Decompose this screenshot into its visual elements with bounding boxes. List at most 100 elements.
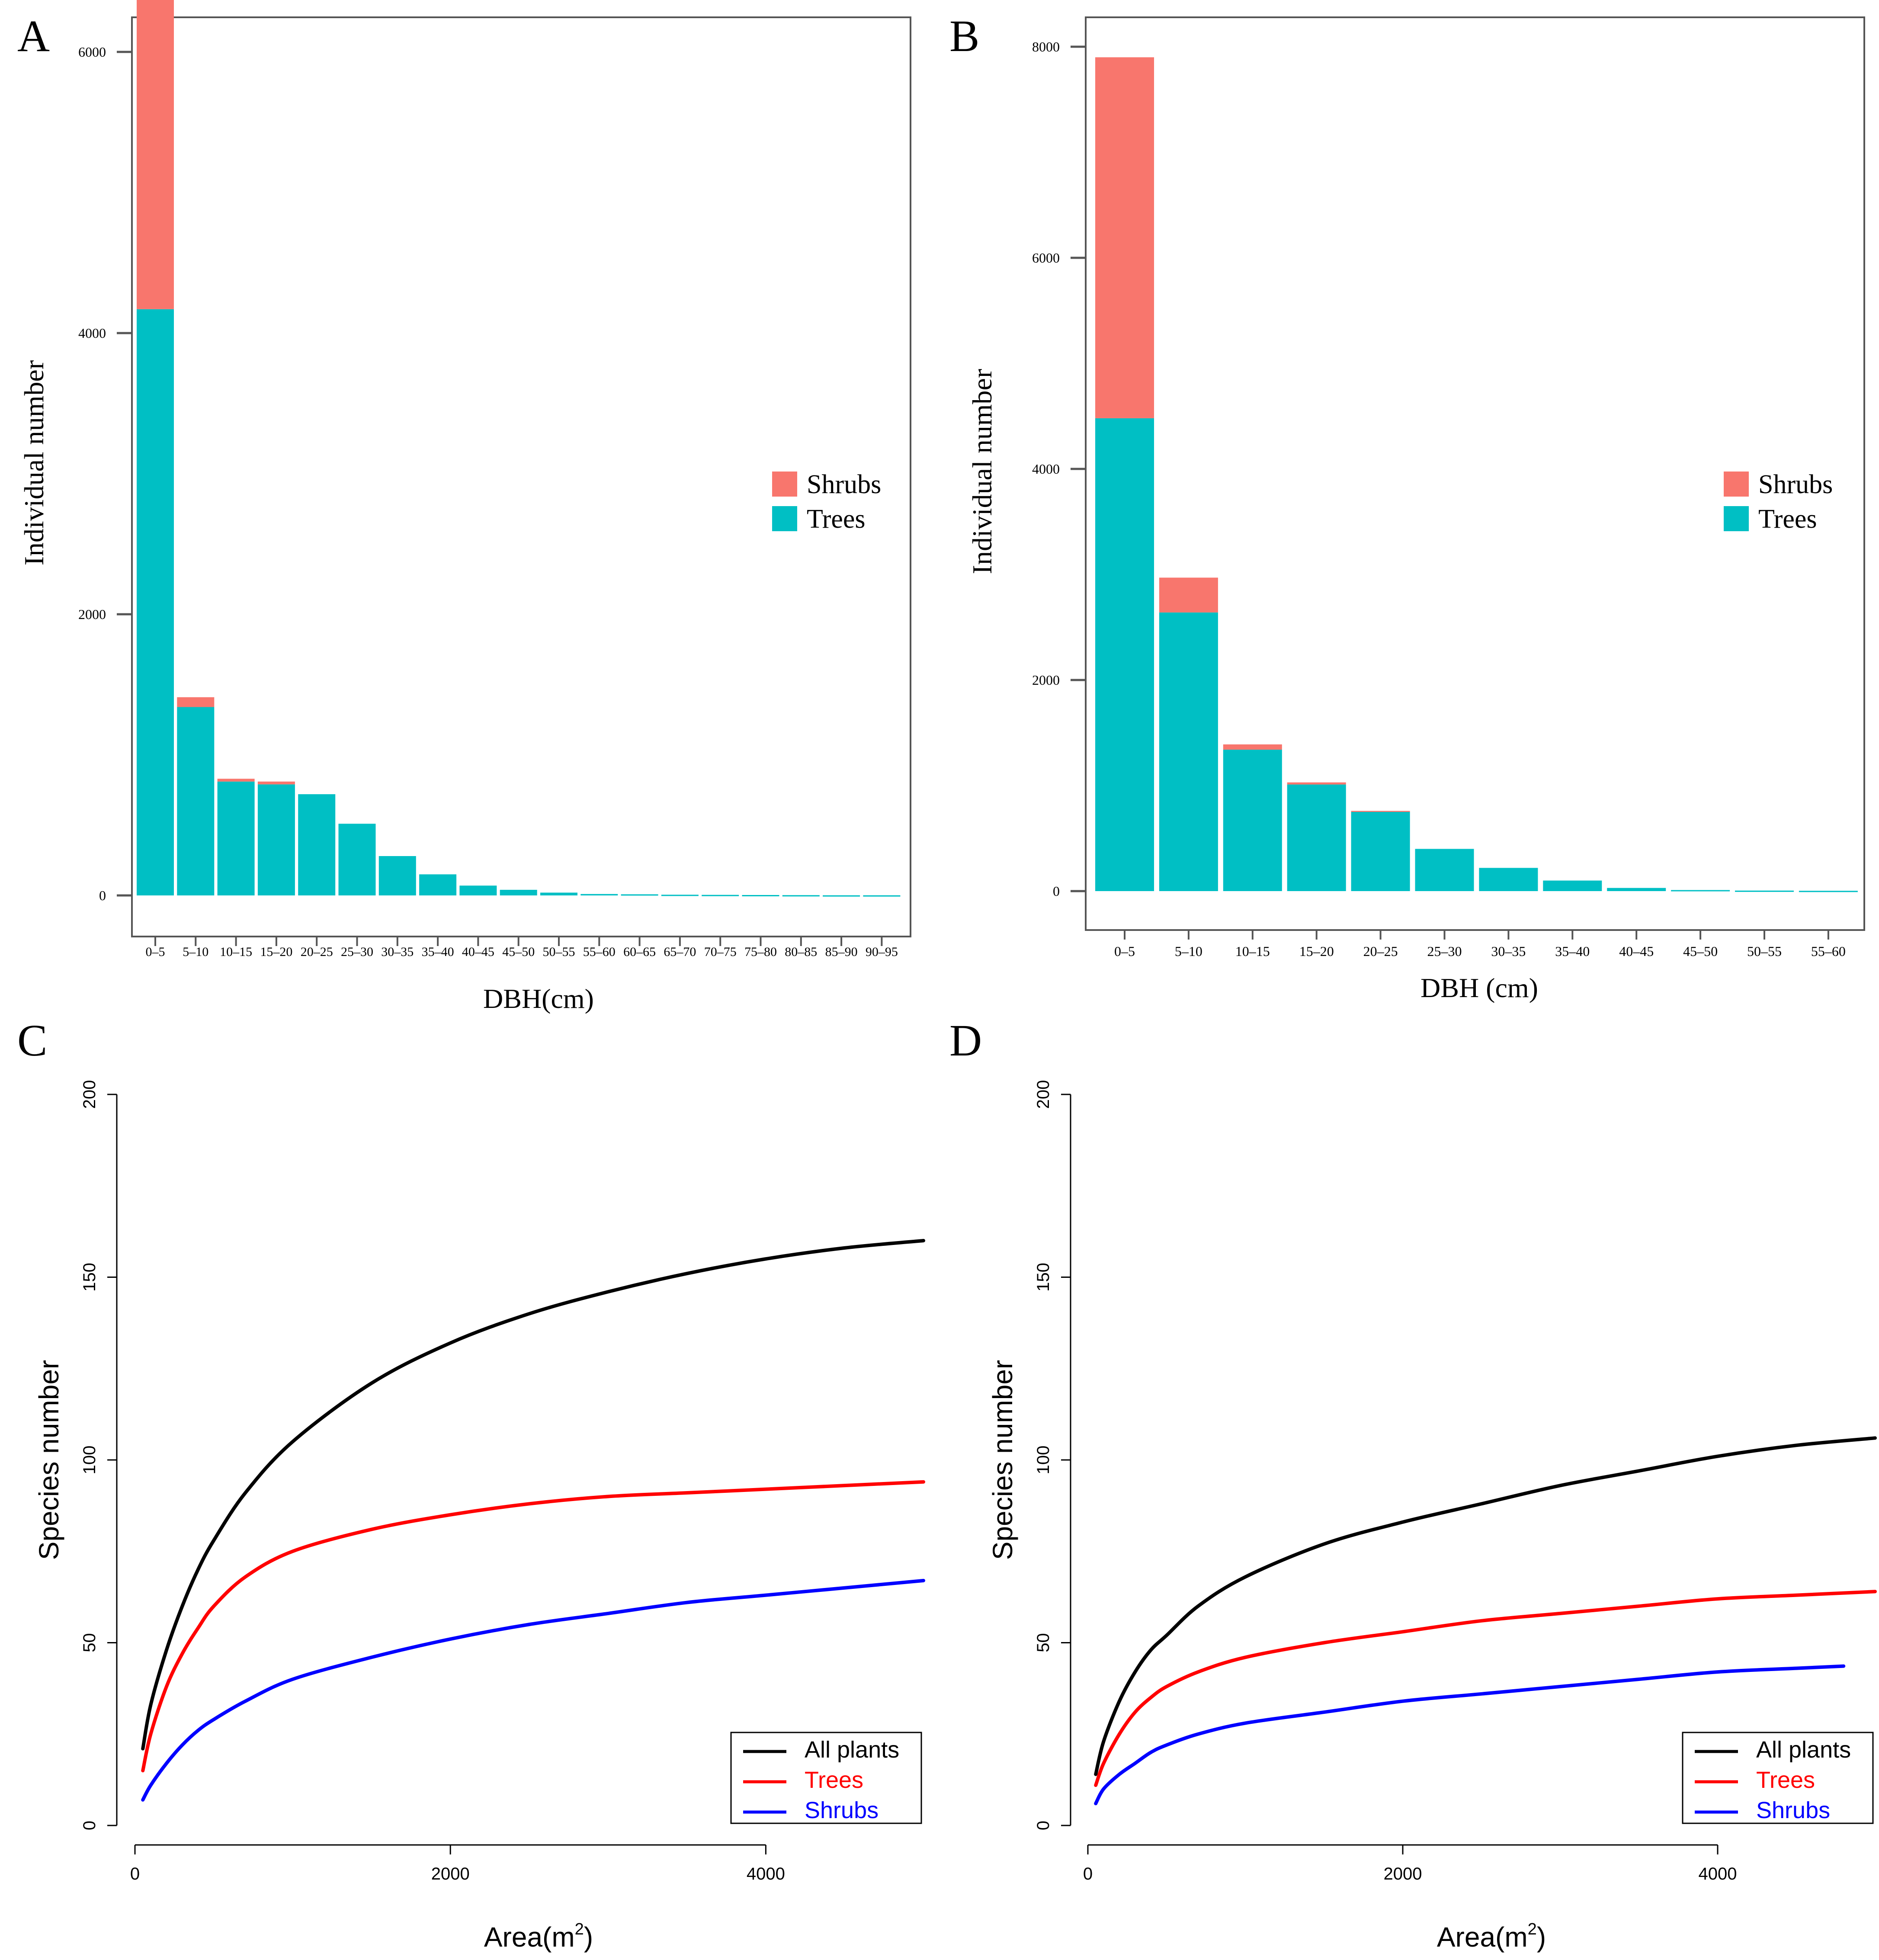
bar-trees xyxy=(500,890,537,895)
y-axis-label: Species number xyxy=(33,1360,64,1560)
bar-chart-a: 0 2000 4000 6000 0–5 5–10 10–15 15–20 20–25 25–30… xyxy=(19,0,911,1014)
y-tick-label: 100 xyxy=(1034,1446,1053,1475)
x-axis-label: DBH (cm) xyxy=(1420,972,1538,1003)
y-tick-label: 4000 xyxy=(78,325,106,341)
bar-trees xyxy=(419,874,457,895)
plot-frame xyxy=(131,16,911,937)
x-axis-label-superscript: 2 xyxy=(1528,1920,1537,1938)
y-tick-label: 200 xyxy=(1034,1080,1053,1109)
x-tick-label: 60–65 xyxy=(623,945,656,959)
panel-label-d: D xyxy=(949,1016,982,1065)
x-tick-label: 10–15 xyxy=(1235,943,1270,959)
legend-label-trees: Trees xyxy=(1756,1767,1815,1793)
y-tick-label: 0 xyxy=(99,888,106,903)
bar-trees xyxy=(459,885,497,895)
legend-swatch-shrubs xyxy=(772,472,797,497)
bar-trees xyxy=(298,794,336,895)
legend: All plants Trees Shrubs xyxy=(1682,1732,1874,1824)
bar-trees xyxy=(1351,812,1410,891)
bar-trees xyxy=(1671,890,1730,892)
x-tick-label: 25–30 xyxy=(341,945,373,959)
x-axis-label-close: ) xyxy=(1537,1922,1546,1953)
x-tick-label: 20–25 xyxy=(301,945,333,959)
bar-shrubs xyxy=(1095,57,1154,418)
y-tick-label: 6000 xyxy=(1032,250,1060,266)
x-tick-label: 4000 xyxy=(1699,1864,1737,1883)
legend: Shrubs Trees xyxy=(772,470,881,534)
legend-label-trees: Trees xyxy=(805,1767,863,1793)
panel-label-b: B xyxy=(949,11,979,61)
plot-frame xyxy=(1085,16,1865,931)
x-tick-label: 0 xyxy=(130,1864,140,1883)
x-tick-label: 30–35 xyxy=(1491,943,1526,959)
x-axis-label-close: ) xyxy=(584,1922,593,1953)
bar-trees xyxy=(661,895,699,896)
legend: All plants Trees Shrubs xyxy=(730,1732,922,1824)
legend-swatch-trees xyxy=(1724,506,1749,531)
bar-trees xyxy=(782,895,820,897)
bar-trees xyxy=(1159,612,1218,891)
bar-trees xyxy=(1479,868,1538,891)
y-axis-label: Individual number xyxy=(967,369,997,574)
series-line-all-plants xyxy=(141,1239,925,1751)
legend-label-trees: Trees xyxy=(1758,504,1817,534)
bar-trees xyxy=(1095,418,1154,891)
legend-swatch-shrubs xyxy=(1724,472,1749,497)
x-tick-label: 35–40 xyxy=(422,945,454,959)
x-tick-label: 75–80 xyxy=(744,945,777,959)
x-axis-label: Area(m2) xyxy=(484,1920,593,1953)
bar-trees xyxy=(378,856,416,895)
x-tick-label: 20–25 xyxy=(1363,943,1398,959)
bar-trees xyxy=(1799,891,1858,892)
x-tick-label: 15–20 xyxy=(1299,943,1334,959)
bar-shrubs xyxy=(177,697,215,707)
x-axis-label-text: Area(m xyxy=(1437,1922,1528,1953)
legend-label-shrubs: Shrubs xyxy=(1756,1797,1830,1823)
panel-label-a: A xyxy=(17,11,50,61)
legend-label-all-plants: All plants xyxy=(1756,1737,1851,1763)
series-line-trees xyxy=(141,1480,925,1773)
x-tick-label: 40–45 xyxy=(1619,943,1654,959)
bar-trees xyxy=(1287,784,1346,891)
legend-box xyxy=(1682,1732,1874,1824)
bar-trees xyxy=(257,784,295,895)
x-tick-label: 55–60 xyxy=(1811,943,1846,959)
bar-shrubs xyxy=(1287,782,1346,785)
bar-trees xyxy=(580,894,618,895)
x-tick-label: 4000 xyxy=(747,1864,785,1883)
y-tick-label: 4000 xyxy=(1032,461,1060,477)
bar-trees xyxy=(823,895,860,897)
legend-swatch-trees xyxy=(772,506,797,531)
y-tick-label: 100 xyxy=(80,1446,99,1475)
y-tick-label: 50 xyxy=(1034,1633,1053,1652)
bar-trees xyxy=(621,894,658,896)
y-tick-label: 150 xyxy=(80,1263,99,1292)
bar-trees xyxy=(217,781,255,895)
x-tick-label: 15–20 xyxy=(260,945,292,959)
y-tick-label: 200 xyxy=(80,1080,99,1109)
bar-shrubs xyxy=(137,0,174,309)
bar-trees xyxy=(1735,890,1794,892)
bar-trees xyxy=(177,707,215,895)
bar-trees xyxy=(338,824,376,895)
x-axis-label-superscript: 2 xyxy=(575,1920,584,1938)
legend-label-shrubs: Shrubs xyxy=(1758,470,1833,499)
bar-shrubs xyxy=(1159,577,1218,613)
legend-box xyxy=(730,1732,922,1824)
x-axis-label: DBH(cm) xyxy=(483,983,594,1014)
x-tick-label: 30–35 xyxy=(381,945,414,959)
x-tick-label: 45–50 xyxy=(502,945,535,959)
x-tick-label: 5–10 xyxy=(1175,943,1202,959)
x-tick-label: 5–10 xyxy=(183,945,208,959)
x-tick-label: 0–5 xyxy=(1114,943,1135,959)
legend-label-trees: Trees xyxy=(807,504,866,534)
legend-label-all-plants: All plants xyxy=(805,1737,899,1763)
bar-trees xyxy=(702,895,739,896)
y-tick-label: 0 xyxy=(1053,883,1060,899)
x-tick-label: 10–15 xyxy=(220,945,252,959)
y-tick-label: 0 xyxy=(80,1821,99,1830)
x-tick-label: 50–55 xyxy=(543,945,575,959)
x-tick-label: 0 xyxy=(1083,1864,1093,1883)
legend-label-shrubs: Shrubs xyxy=(807,470,881,499)
